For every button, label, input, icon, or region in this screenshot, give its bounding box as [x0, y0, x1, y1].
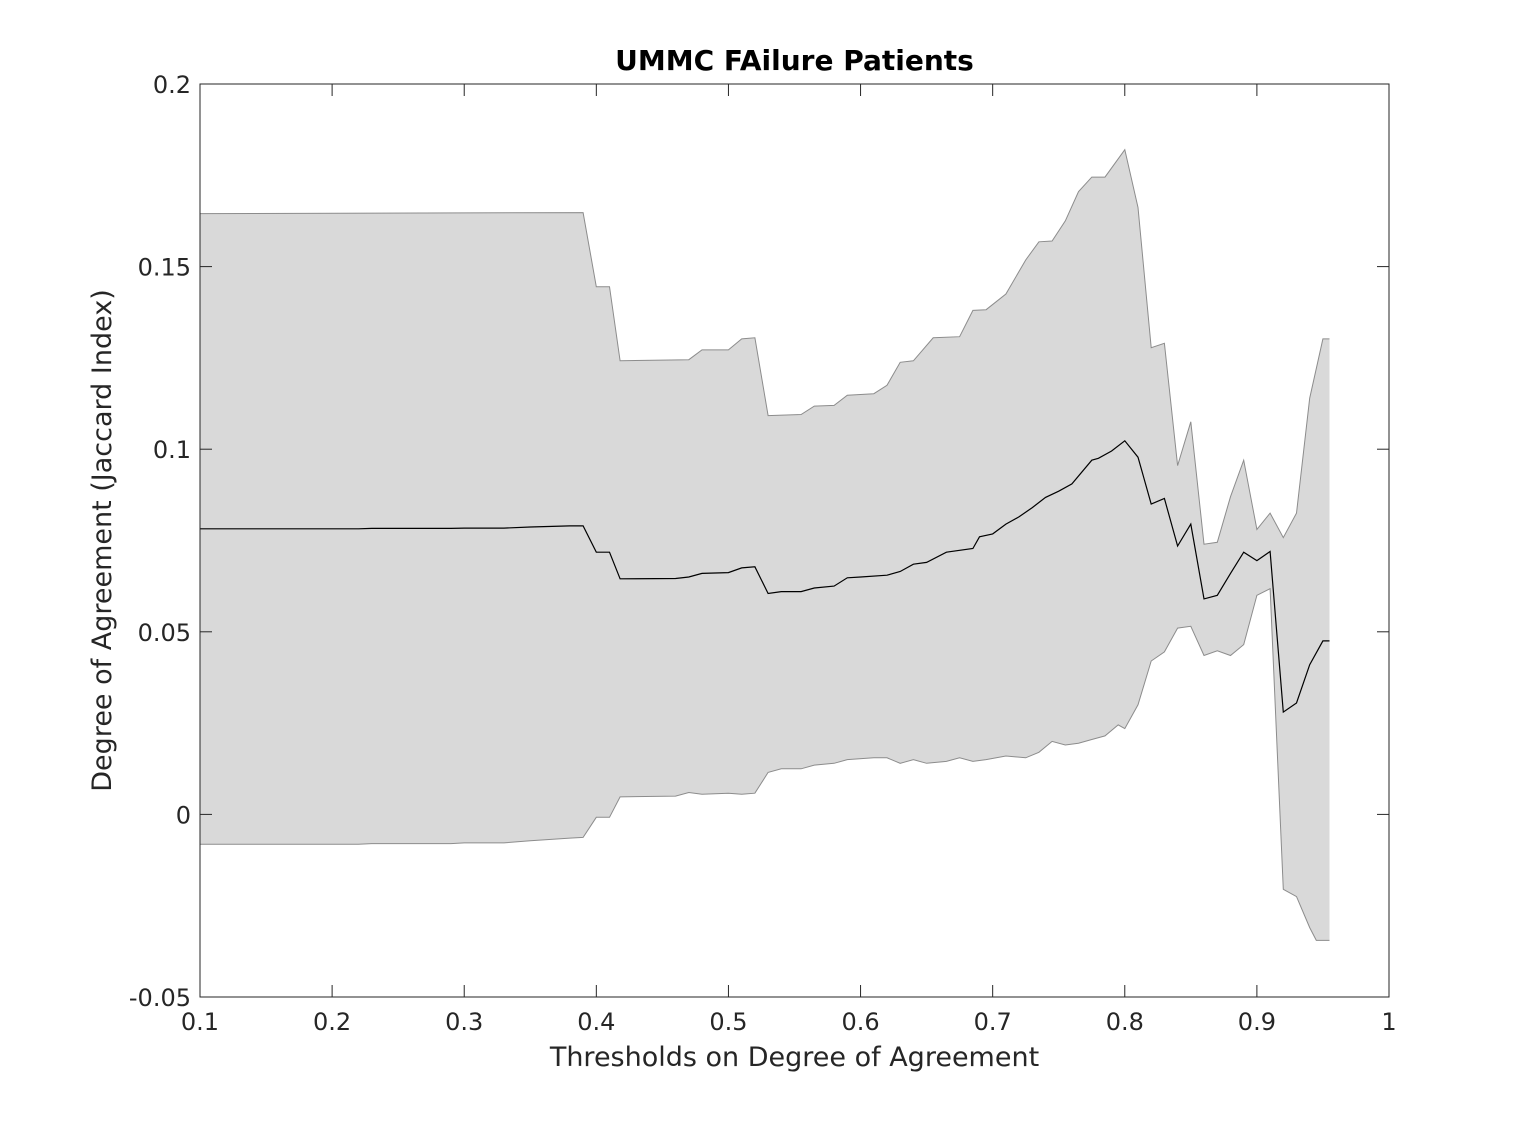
tick-layer: 0.1 0.2 0.3 0.4 0.5 0.6 0.7 0.8 0.9 1 -0.05 0 0.05 0.…	[129, 71, 1397, 1036]
y-tick-label: 0.1	[153, 436, 191, 464]
x-tick-label: 0.1	[181, 1008, 219, 1036]
confidence-band-area	[200, 149, 1330, 941]
y-tick-label: 0.15	[138, 254, 191, 282]
x-tick-label: 0.8	[1106, 1008, 1144, 1036]
y-tick-label: -0.05	[129, 984, 191, 1012]
y-axis-label: Degree of Agreement (Jaccard Index)	[87, 289, 118, 791]
x-tick-label: 0.9	[1238, 1008, 1276, 1036]
x-tick-label: 1	[1381, 1008, 1396, 1036]
x-axis-label: Thresholds on Degree of Agreement	[549, 1042, 1039, 1073]
upper-bound-line	[199, 148, 1330, 545]
x-tick-label: 0.4	[577, 1008, 615, 1036]
y-tick-label: 0.2	[153, 71, 191, 99]
x-tick-label: 0.7	[974, 1008, 1012, 1036]
x-tick-label: 0.3	[445, 1008, 483, 1036]
x-tick-label: 0.2	[313, 1008, 351, 1036]
x-tick-label: 0.5	[709, 1008, 747, 1036]
mean-line-layer	[200, 439, 1330, 714]
y-tick-label: 0	[176, 801, 191, 829]
axes-box	[199, 83, 1390, 998]
x-tick-label: 0.6	[841, 1008, 879, 1036]
confidence-band-layer	[199, 148, 1330, 941]
chart-title: UMMC FAilure Patients	[615, 44, 974, 77]
mean-line	[200, 439, 1330, 714]
y-tick-label: 0.05	[138, 619, 191, 647]
lower-bound-line	[200, 587, 1330, 941]
